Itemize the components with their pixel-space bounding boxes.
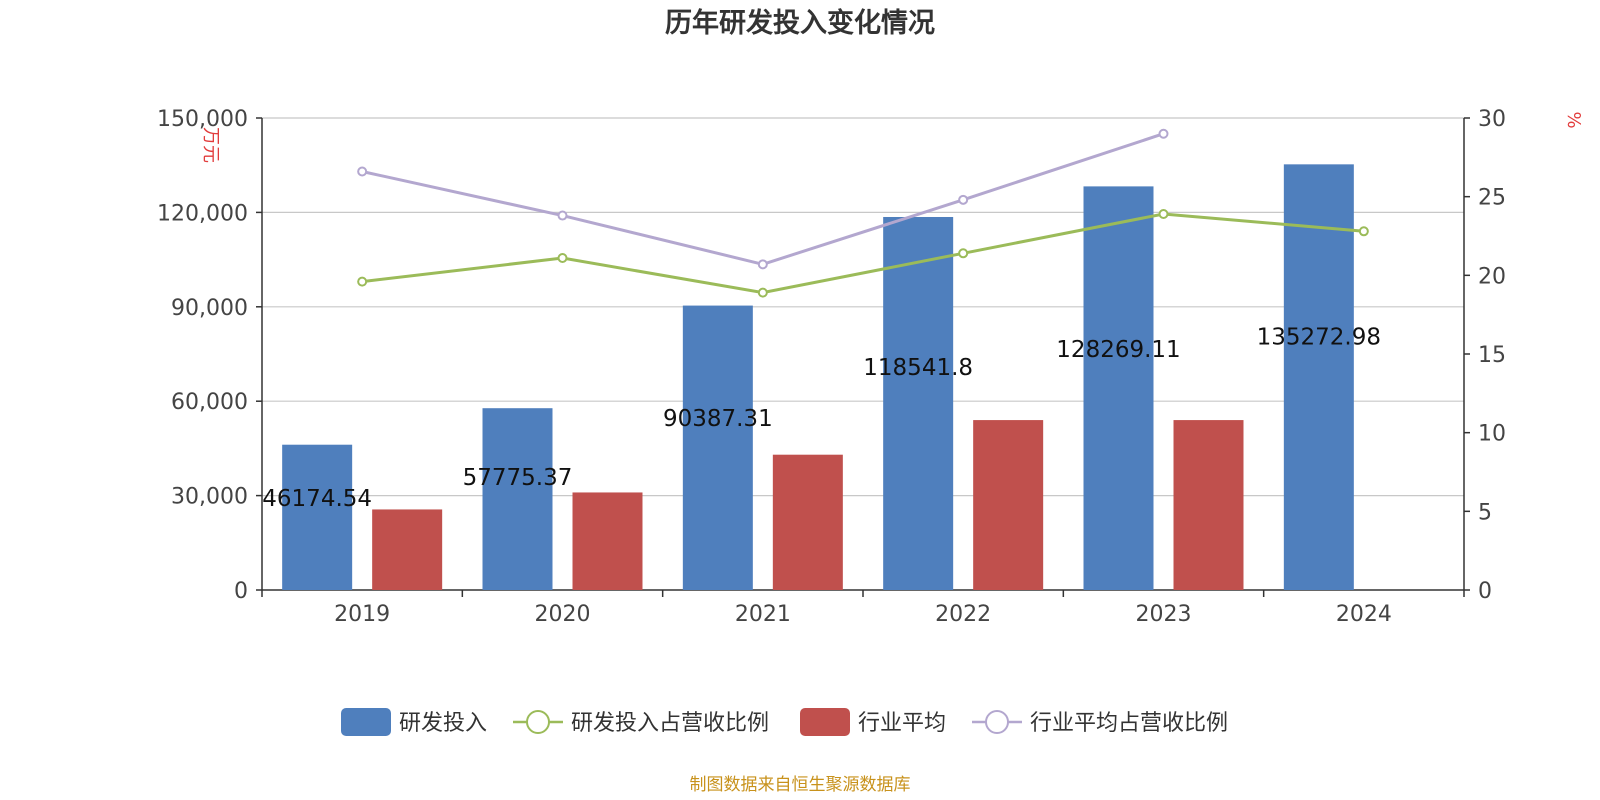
right-tick-label: 30 [1478, 107, 1506, 132]
line-point [757, 259, 768, 270]
legend-swatch [800, 708, 850, 736]
line-point [1158, 208, 1169, 219]
legend-label: 行业平均占营收比例 [1030, 711, 1228, 736]
data-labels: 46174.54 57775.37 90387.31 118541.8 128269.1… [262, 324, 1381, 512]
lines [357, 128, 1369, 298]
legend-swatch-marker [985, 710, 1009, 734]
line-rd-ratio [361, 212, 1364, 295]
legend-swatch [341, 708, 391, 736]
right-axis-unit: % [1563, 111, 1584, 128]
line-point [1358, 226, 1369, 237]
left-tick-label: 60,000 [171, 390, 248, 415]
x-tick-label: 2019 [334, 602, 390, 627]
bar-data-label: 128269.11 [1056, 337, 1180, 363]
bar-data-label: 90387.31 [663, 406, 773, 432]
axes: 0 30,000 60,000 90,000 120,000 150,000 0 5 10 15 2… [157, 107, 1506, 627]
bar-industry-average [772, 454, 843, 590]
legend-label: 行业平均 [858, 711, 946, 736]
bar-rd-investment [883, 216, 954, 590]
left-tick-label: 0 [234, 579, 248, 604]
line-industry-ratio [361, 132, 1164, 266]
bar-rd-investment [482, 408, 553, 590]
x-tick-label: 2024 [1336, 602, 1392, 627]
x-tick-label: 2021 [735, 602, 791, 627]
chart-title: 历年研发投入变化情况 [665, 7, 935, 39]
line-point [557, 210, 568, 221]
bar-industry-average [973, 420, 1044, 590]
right-tick-label: 10 [1478, 422, 1506, 447]
bar-rd-investment [1083, 186, 1154, 590]
right-tick-label: 5 [1478, 500, 1492, 525]
left-tick-label: 150,000 [157, 107, 248, 132]
left-tick-label: 90,000 [171, 296, 248, 321]
bar-data-label: 118541.8 [863, 355, 973, 381]
line-point [1158, 128, 1169, 139]
left-tick-label: 120,000 [157, 201, 248, 226]
line-point [557, 253, 568, 264]
bar-rd-investment [1283, 164, 1354, 591]
x-tick-label: 2022 [935, 602, 991, 627]
bar-industry-average [1173, 420, 1244, 590]
bar-industry-average [572, 492, 643, 590]
right-tick-label: 20 [1478, 264, 1506, 289]
right-tick-label: 0 [1478, 579, 1492, 604]
line-point [357, 166, 368, 177]
line-point [357, 276, 368, 287]
x-tick-label: 2023 [1136, 602, 1192, 627]
bar-rd-investment [282, 444, 353, 590]
right-tick-label: 25 [1478, 186, 1506, 211]
line-point [757, 287, 768, 298]
legend: 研发投入 研发投入占营收比例 行业平均 行业平均占营收比例 [341, 708, 1228, 736]
left-axis-unit: 万元 [200, 127, 221, 163]
legend-swatch-marker [526, 710, 550, 734]
bar-industry-average [372, 509, 443, 590]
left-tick-label: 30,000 [171, 485, 248, 510]
bar-data-label: 57775.37 [463, 465, 573, 491]
legend-label: 研发投入 [399, 711, 487, 736]
source-note: 制图数据来自恒生聚源数据库 [690, 775, 911, 795]
x-tick-label: 2020 [535, 602, 591, 627]
bar-rd-investment [682, 305, 753, 590]
right-tick-label: 15 [1478, 343, 1506, 368]
grid [262, 117, 1464, 497]
bar-data-label: 46174.54 [262, 486, 372, 512]
bar-data-label: 135272.98 [1257, 324, 1381, 350]
bars [282, 164, 1354, 591]
line-point [958, 194, 969, 205]
line-point [958, 248, 969, 259]
legend-label: 研发投入占营收比例 [571, 711, 769, 736]
